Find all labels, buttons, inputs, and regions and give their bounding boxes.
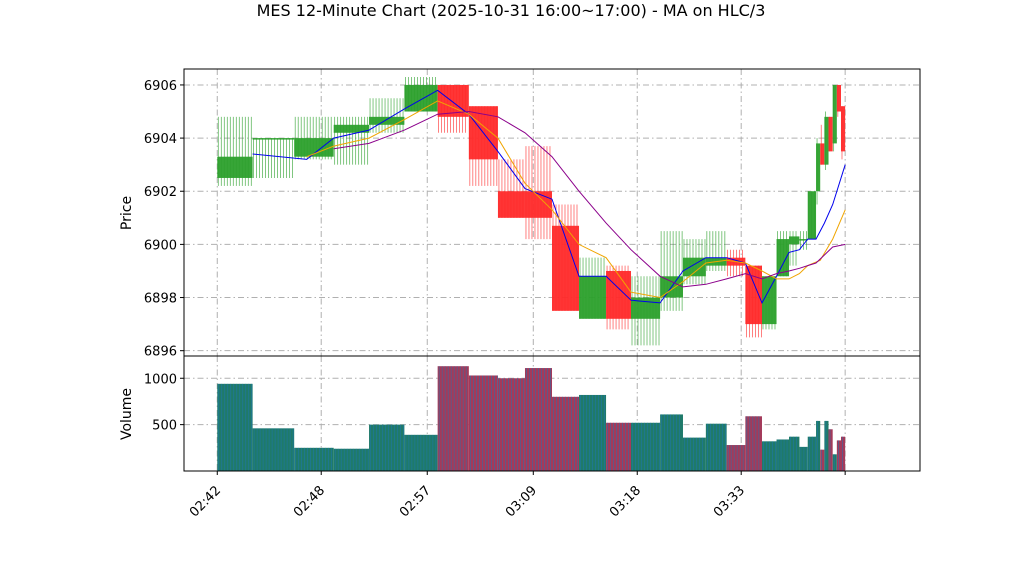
candle-body	[799, 239, 808, 241]
candle-body	[252, 138, 295, 140]
candle-body	[776, 239, 790, 277]
volume-bar	[807, 436, 817, 471]
candle-body	[745, 265, 762, 325]
candle-body	[832, 84, 837, 144]
moving-average-line	[306, 100, 846, 299]
volume-bars	[217, 366, 846, 471]
volume-bar	[799, 446, 808, 471]
volume-bar	[333, 448, 370, 471]
candle-body	[333, 124, 370, 133]
volume-bar	[820, 449, 825, 471]
volume-bar	[824, 420, 829, 471]
candle-body	[497, 191, 525, 218]
volume-bar	[217, 383, 253, 471]
volume-bar	[369, 424, 405, 471]
price-y-axis-label: Price	[119, 196, 135, 230]
volume-bar	[836, 440, 841, 471]
time-tick-label: 03:18	[607, 483, 644, 520]
moving-average-line	[252, 89, 846, 305]
volume-bar	[631, 422, 661, 471]
volume-tick-label: 1000	[144, 372, 177, 387]
candle-body	[789, 236, 800, 245]
volume-bar	[840, 436, 846, 471]
candle-body	[836, 84, 841, 112]
volume-bar	[660, 414, 683, 471]
volume-bar	[468, 375, 498, 471]
candle-body	[579, 276, 607, 319]
time-tick-label: 03:09	[503, 483, 540, 520]
volume-bar	[828, 429, 833, 471]
candle-body	[524, 191, 552, 218]
candle-body	[552, 225, 580, 311]
candle-body	[682, 257, 706, 277]
price-tick-label: 6898	[144, 292, 177, 307]
candle-body	[820, 143, 825, 165]
volume-bar	[776, 439, 790, 471]
price-y-axis: 6896 6898 6900 6902 6904 6906	[144, 79, 184, 360]
time-tick-label: 02:57	[397, 483, 434, 520]
candle-body	[294, 138, 334, 157]
candle-body	[404, 84, 438, 112]
volume-plot-frame	[183, 355, 921, 472]
candle-body	[631, 297, 661, 319]
volume-bar	[437, 366, 469, 471]
candle-body	[828, 116, 833, 152]
volume-bar	[816, 420, 821, 471]
moving-average-line	[333, 110, 846, 288]
volume-bar	[682, 437, 706, 471]
candle-body	[369, 116, 405, 125]
volume-bar	[726, 445, 746, 471]
price-tick-label: 6896	[144, 345, 177, 360]
candle-body	[217, 156, 253, 178]
volume-bar	[606, 422, 632, 471]
price-tick-label: 6902	[144, 185, 177, 200]
time-x-axis: 02:42 02:48 02:57 03:09 03:18 03:33	[187, 471, 846, 520]
candle-body	[816, 143, 821, 192]
candle-body	[761, 276, 777, 325]
candle-body	[606, 270, 632, 319]
volume-y-axis-label: Volume	[119, 388, 135, 440]
chart-title: MES 12-Minute Chart (2025-10-31 16:00~17…	[256, 1, 766, 20]
volume-bar	[252, 428, 295, 471]
time-tick-label: 02:48	[291, 483, 328, 520]
time-tick-label: 02:42	[187, 483, 224, 520]
price-tick-label: 6900	[144, 238, 177, 253]
price-tick-label: 6904	[144, 132, 177, 147]
price-tick-label: 6906	[144, 79, 177, 94]
volume-bar	[832, 454, 837, 471]
moving-average-lines	[252, 89, 846, 305]
candle-body	[807, 191, 817, 240]
candle-body	[840, 106, 846, 152]
time-tick-label: 03:33	[711, 483, 748, 520]
volume-bar	[789, 436, 800, 471]
price-bodies	[217, 84, 846, 325]
volume-bar	[745, 416, 762, 471]
volume-y-axis: 500 1000	[144, 372, 184, 434]
candle-body	[824, 116, 829, 165]
volume-tick-label: 500	[152, 419, 177, 434]
